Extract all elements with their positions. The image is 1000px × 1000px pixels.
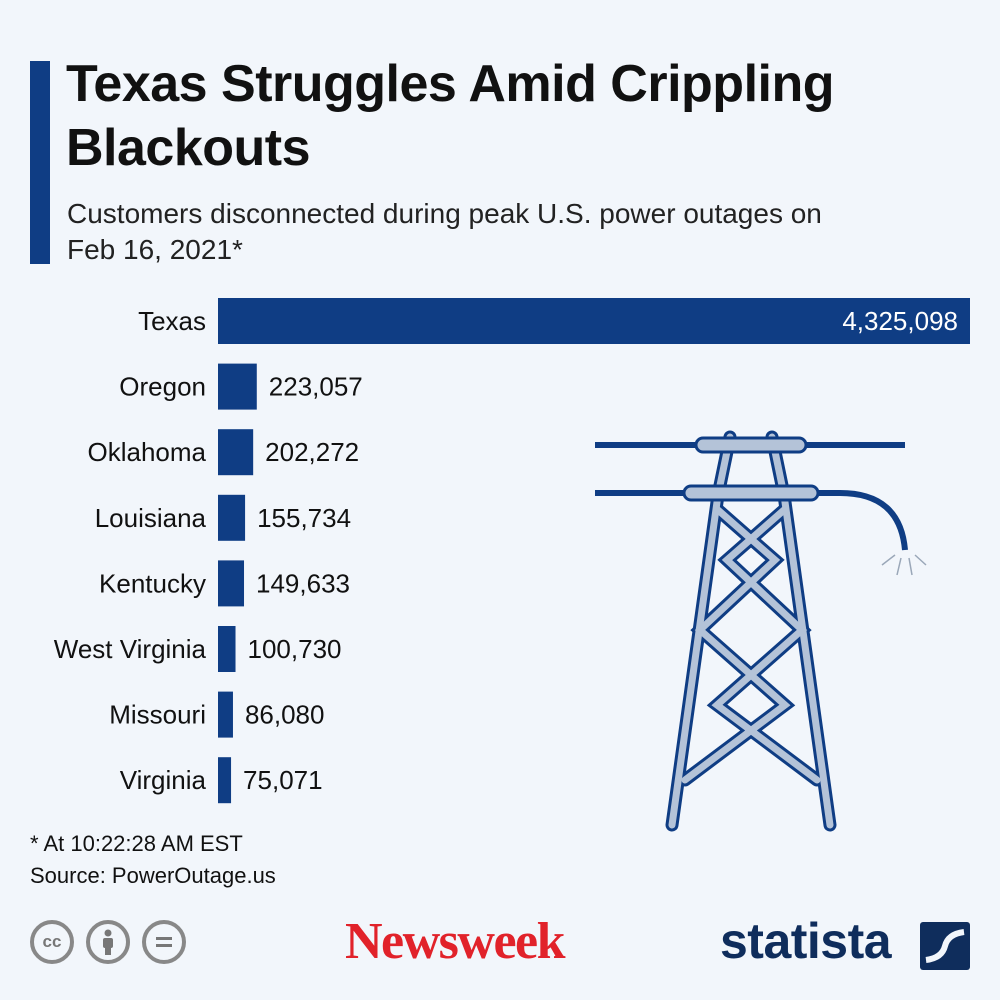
bar-oregon[interactable] — [218, 363, 257, 410]
chart-subtitle: Customers disconnected during peak U.S. … — [67, 198, 822, 265]
category-label: Kentucky — [99, 568, 206, 598]
creative-commons-icons: cc — [30, 920, 186, 964]
bar-chart: Texas 4,325,098 Oregon 223,057 Oklahoma 202,2… — [54, 298, 970, 804]
value-label: 4,325,098 — [842, 306, 958, 336]
bar-texas[interactable] — [218, 298, 970, 344]
category-label: Texas — [138, 306, 206, 336]
bar-kentucky[interactable] — [218, 560, 245, 607]
value-label: 223,057 — [269, 372, 363, 402]
value-label: 202,272 — [265, 437, 359, 467]
newsweek-logo[interactable]: Newsweek — [345, 913, 566, 970]
value-label: 155,734 — [257, 503, 351, 533]
no-derivatives-icon[interactable] — [142, 920, 186, 964]
power-tower-illustration — [595, 430, 927, 832]
source-line: Source: PowerOutage.us — [30, 863, 276, 888]
category-label: Louisiana — [95, 503, 207, 533]
title-accent-bar — [30, 61, 50, 264]
category-label: Virginia — [120, 765, 207, 795]
bar-louisiana[interactable] — [218, 494, 246, 541]
cc-icon[interactable]: cc — [30, 920, 74, 964]
value-label: 86,080 — [245, 700, 325, 730]
category-label: West Virginia — [54, 634, 207, 664]
insulators — [682, 436, 820, 502]
category-label: Oklahoma — [88, 437, 207, 467]
footnote: * At 10:22:28 AM EST — [30, 831, 243, 856]
category-label: Missouri — [109, 700, 206, 730]
statista-logo-text[interactable]: statista — [720, 913, 892, 969]
attribution-icon[interactable] — [86, 920, 130, 964]
statista-logo-icon — [920, 922, 970, 970]
bar-virginia[interactable] — [218, 757, 232, 804]
chart-title: Texas Struggles Amid Crippling Blackouts — [66, 55, 835, 177]
bar-missouri[interactable] — [218, 691, 233, 738]
bar-oklahoma[interactable] — [218, 429, 254, 476]
category-label: Oregon — [119, 372, 206, 402]
bar-west-virginia[interactable] — [218, 626, 236, 672]
value-label: 75,071 — [243, 765, 323, 795]
value-label: 100,730 — [248, 634, 342, 664]
footnote-block: * At 10:22:28 AM EST Source: PowerOutage… — [30, 828, 276, 892]
value-label: 149,633 — [256, 568, 350, 598]
